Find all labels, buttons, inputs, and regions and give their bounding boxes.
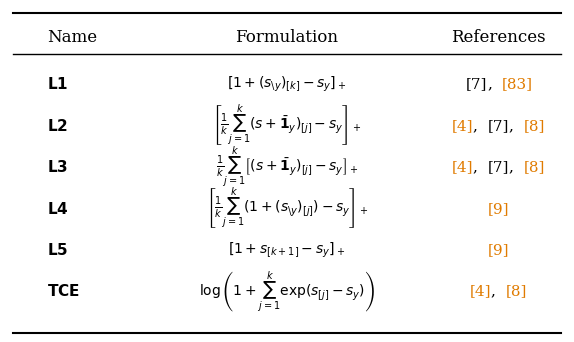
Text: References: References [451,28,546,45]
Text: $\mathbf{L2}$: $\mathbf{L2}$ [47,118,68,134]
Text: [83]: [83] [502,78,533,92]
Text: ,: , [474,119,483,133]
Text: $\mathbf{L4}$: $\mathbf{L4}$ [47,201,69,216]
Text: [8]: [8] [523,119,545,133]
Text: $\mathbf{TCE}$: $\mathbf{TCE}$ [47,284,80,300]
Text: ,: , [491,285,501,299]
Text: $\log\left(1 + \sum_{j=1}^{k}\exp(s_{[j]} - s_y)\right)$: $\log\left(1 + \sum_{j=1}^{k}\exp(s_{[j]… [199,269,375,314]
Text: $\mathbf{L1}$: $\mathbf{L1}$ [47,77,68,92]
Text: [7]: [7] [488,119,509,133]
Text: $\left[\frac{1}{k}\sum_{j=1}^{k}(1 + (s_{\backslash y})_{[j]}) - s_y\right]_+$: $\left[\frac{1}{k}\sum_{j=1}^{k}(1 + (s_… [205,186,369,231]
Text: Name: Name [47,28,97,45]
Text: Formulation: Formulation [235,28,339,45]
Text: [8]: [8] [523,160,545,174]
Text: ,: , [509,160,519,174]
Text: $\mathbf{L3}$: $\mathbf{L3}$ [47,159,68,175]
Text: [7]: [7] [488,160,509,174]
Text: [9]: [9] [488,243,509,257]
Text: $\frac{1}{k}\sum_{j=1}^{k}\left[(s + \bar{\mathbf{1}}_y)_{[j]} - s_y\right]_+$: $\frac{1}{k}\sum_{j=1}^{k}\left[(s + \ba… [216,145,358,190]
Text: [4]: [4] [470,285,491,299]
Text: ,: , [488,78,498,92]
Text: ,: , [474,160,483,174]
Text: ,: , [509,119,519,133]
Text: $\left[1 + s_{[k+1]} - s_y\right]_+$: $\left[1 + s_{[k+1]} - s_y\right]_+$ [228,240,346,260]
Text: $\mathbf{L5}$: $\mathbf{L5}$ [47,242,68,258]
Text: [9]: [9] [488,202,509,216]
Text: [8]: [8] [506,285,527,299]
Text: [4]: [4] [452,160,474,174]
Text: [4]: [4] [452,119,474,133]
Text: $\left[\frac{1}{k}\sum_{j=1}^{k}(s + \bar{\mathbf{1}}_y)_{[j]} - s_y\right]_+$: $\left[\frac{1}{k}\sum_{j=1}^{k}(s + \ba… [212,103,362,148]
Text: [7]: [7] [466,78,487,92]
Text: $\left[1 + (s_{\backslash y})_{[k]} - s_y\right]_+$: $\left[1 + (s_{\backslash y})_{[k]} - s_… [227,75,347,94]
